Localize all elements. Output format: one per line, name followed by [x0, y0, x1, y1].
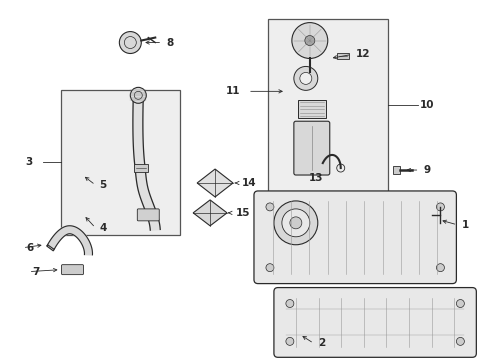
Text: 14: 14 — [242, 178, 256, 188]
Text: 1: 1 — [461, 220, 468, 230]
Text: 15: 15 — [236, 208, 250, 218]
Text: 7: 7 — [33, 267, 40, 276]
Bar — [134, 164, 147, 172]
Circle shape — [436, 203, 444, 211]
Circle shape — [455, 300, 464, 307]
Circle shape — [265, 203, 273, 211]
Bar — [61, 90, 180, 235]
Circle shape — [119, 32, 141, 54]
Circle shape — [265, 264, 273, 272]
Circle shape — [281, 209, 309, 237]
Circle shape — [436, 264, 444, 272]
Text: 12: 12 — [355, 49, 369, 59]
Text: 11: 11 — [225, 86, 240, 96]
Circle shape — [299, 72, 311, 84]
FancyBboxPatch shape — [293, 121, 329, 175]
Text: 2: 2 — [317, 338, 325, 348]
Text: 3: 3 — [25, 157, 33, 167]
Text: 13: 13 — [308, 173, 323, 183]
FancyBboxPatch shape — [273, 288, 475, 357]
Text: 4: 4 — [99, 223, 106, 233]
Polygon shape — [193, 200, 226, 226]
Circle shape — [304, 36, 314, 45]
Polygon shape — [133, 95, 160, 230]
Circle shape — [285, 300, 293, 307]
Circle shape — [285, 337, 293, 345]
FancyBboxPatch shape — [137, 209, 159, 221]
Circle shape — [291, 23, 327, 58]
Circle shape — [289, 217, 301, 229]
Circle shape — [455, 337, 464, 345]
Bar — [392, 166, 399, 174]
FancyBboxPatch shape — [253, 191, 455, 284]
Bar — [297, 100, 325, 118]
Circle shape — [293, 67, 317, 90]
Polygon shape — [47, 226, 92, 255]
Text: 10: 10 — [419, 100, 433, 110]
Circle shape — [130, 87, 146, 103]
Text: 5: 5 — [99, 180, 106, 190]
Bar — [267, 19, 387, 193]
FancyBboxPatch shape — [61, 265, 83, 275]
Circle shape — [273, 201, 317, 245]
Bar — [336, 54, 348, 59]
Polygon shape — [197, 169, 233, 197]
Text: 9: 9 — [423, 165, 430, 175]
Text: 6: 6 — [26, 243, 34, 253]
Text: 8: 8 — [166, 37, 173, 48]
